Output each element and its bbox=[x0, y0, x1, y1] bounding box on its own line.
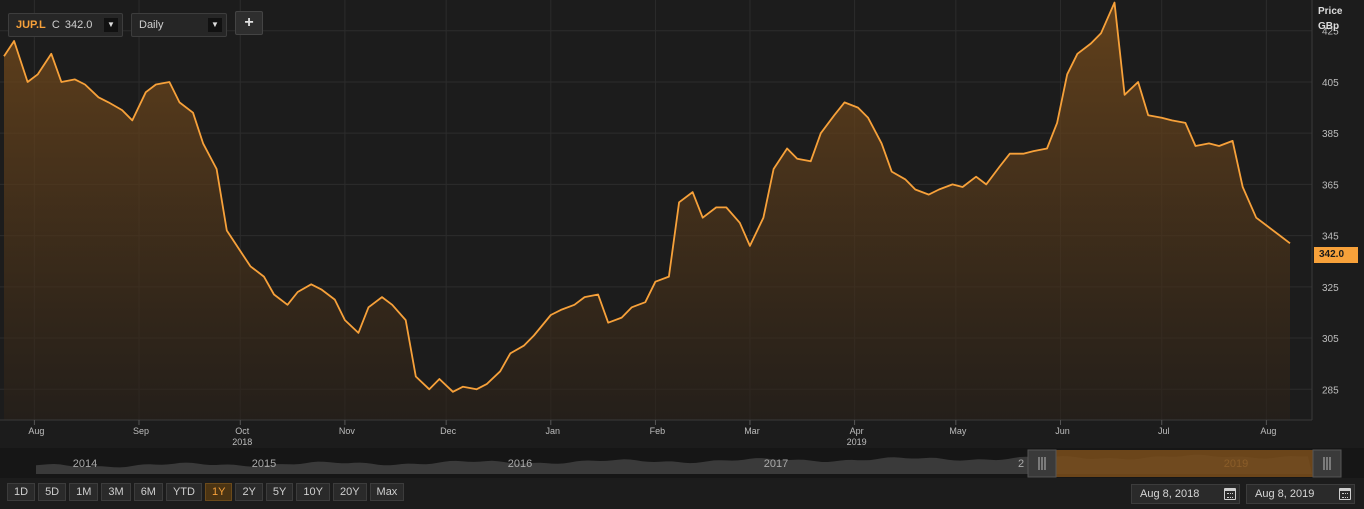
navigator-year-label: 2016 bbox=[508, 458, 532, 470]
date-to-value: Aug 8, 2019 bbox=[1255, 488, 1315, 500]
symbol-label: JUP.L bbox=[16, 19, 46, 31]
close-prefix: C bbox=[51, 19, 60, 31]
x-tick-label: Feb bbox=[650, 426, 666, 436]
date-to-field[interactable]: Aug 8, 2019 bbox=[1246, 484, 1355, 504]
x-tick-label: May bbox=[949, 426, 967, 436]
x-year-label: 2019 bbox=[847, 437, 867, 447]
y-axis-title: Price GBp bbox=[1318, 4, 1342, 34]
chevron-down-icon[interactable]: ▼ bbox=[104, 18, 118, 32]
range-button-ytd[interactable]: YTD bbox=[165, 483, 202, 501]
x-tick-label: Jul bbox=[1158, 426, 1170, 436]
x-tick-label: Jan bbox=[546, 426, 561, 436]
x-axis: Aug Sep Oct Nov Dec Jan Feb Mar Apr May Jun Jul Aug 2… bbox=[28, 420, 1276, 447]
navigator-left-handle[interactable] bbox=[1027, 449, 1057, 478]
y-axis: 285 305 325 345 365 385 405 425 bbox=[1322, 27, 1339, 397]
range-button-5y[interactable]: 5Y bbox=[265, 483, 294, 501]
range-button-3m[interactable]: 3M bbox=[101, 483, 131, 501]
interval-label: Daily bbox=[139, 19, 164, 31]
navigator-year-label: 2 bbox=[1018, 458, 1024, 470]
y-tick-label: 325 bbox=[1322, 283, 1339, 294]
range-button-6m[interactable]: 6M bbox=[133, 483, 163, 501]
x-tick-label: Aug bbox=[28, 426, 44, 436]
date-from-value: Aug 8, 2018 bbox=[1140, 488, 1200, 500]
range-button-max[interactable]: Max bbox=[369, 483, 405, 501]
range-button-2y[interactable]: 2Y bbox=[235, 483, 263, 501]
x-tick-label: Sep bbox=[133, 426, 149, 436]
x-tick-label: Mar bbox=[744, 426, 760, 436]
navigator-year-label: 2015 bbox=[252, 458, 276, 470]
navigator-year-label: 2014 bbox=[73, 458, 97, 470]
x-year-label: 2018 bbox=[232, 437, 252, 447]
price-line bbox=[3, 1, 1291, 393]
x-tick-label: Apr bbox=[850, 426, 864, 436]
range-selector: 1D 5D 1M 3M 6M YTD 1Y 2Y 5Y 10Y 20Y Max bbox=[0, 483, 405, 503]
price-area bbox=[4, 2, 1290, 420]
range-button-1m[interactable]: 1M bbox=[69, 483, 99, 501]
y-tick-label: 385 bbox=[1322, 129, 1339, 140]
x-tick-label: Dec bbox=[440, 426, 457, 436]
y-tick-label: 405 bbox=[1322, 78, 1339, 89]
range-button-5d[interactable]: 5D bbox=[38, 483, 67, 501]
x-tick-label: Oct bbox=[235, 426, 250, 436]
range-button-1d[interactable]: 1D bbox=[7, 483, 36, 501]
unit-label: GBp bbox=[1318, 21, 1340, 32]
calendar-icon[interactable] bbox=[1224, 488, 1236, 500]
y-tick-label: 285 bbox=[1322, 385, 1339, 396]
navigator-history-area bbox=[36, 454, 1312, 474]
navigator-selection[interactable] bbox=[1043, 450, 1318, 477]
navigator-year-label: 2017 bbox=[764, 458, 788, 470]
y-tick-label: 345 bbox=[1322, 232, 1339, 243]
price-label: Price bbox=[1318, 6, 1343, 17]
calendar-icon[interactable] bbox=[1339, 488, 1351, 500]
x-tick-label: Jun bbox=[1055, 426, 1070, 436]
navigator-right-handle[interactable] bbox=[1312, 449, 1342, 478]
x-tick-label: Nov bbox=[339, 426, 356, 436]
range-button-20y[interactable]: 20Y bbox=[332, 483, 367, 501]
close-value: 342.0 bbox=[64, 19, 93, 31]
range-button-10y[interactable]: 10Y bbox=[296, 483, 330, 501]
interval-selector[interactable]: Daily ▼ bbox=[131, 13, 227, 37]
y-tick-label: 305 bbox=[1322, 334, 1339, 345]
add-series-button[interactable]: + bbox=[235, 11, 263, 35]
date-from-field[interactable]: Aug 8, 2018 bbox=[1131, 484, 1240, 504]
y-tick-label: 365 bbox=[1322, 180, 1339, 191]
y-tick-label: 425 bbox=[1322, 27, 1339, 38]
x-tick-label: Aug bbox=[1260, 426, 1276, 436]
symbol-selector[interactable]: JUP.L C 342.0 ▼ bbox=[8, 13, 123, 37]
range-button-1y[interactable]: 1Y bbox=[204, 483, 233, 501]
last-price-badge: 342.0 bbox=[1314, 247, 1358, 263]
chevron-down-icon[interactable]: ▼ bbox=[208, 18, 222, 32]
